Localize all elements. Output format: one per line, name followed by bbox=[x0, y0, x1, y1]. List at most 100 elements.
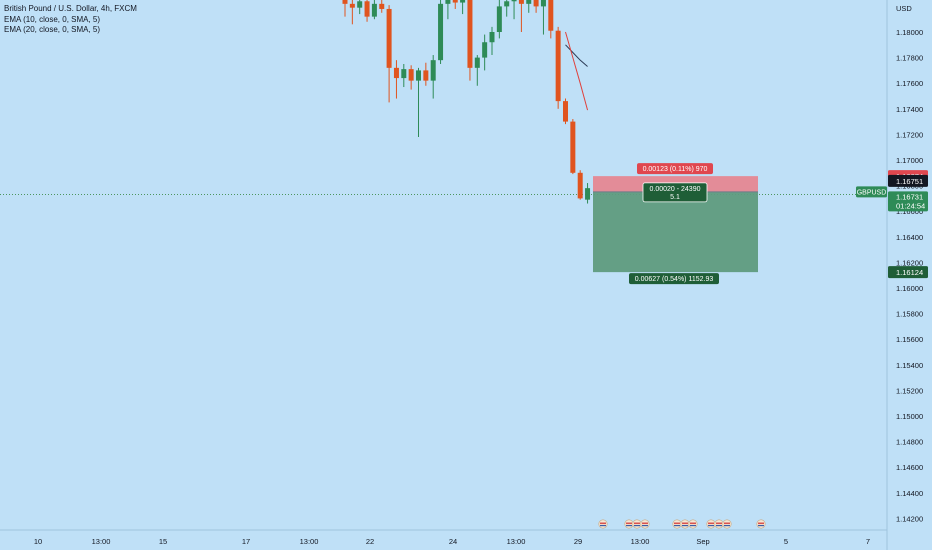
y-tick-label: 1.14600 bbox=[896, 463, 923, 472]
ema-lines bbox=[565, 31, 589, 111]
entry-label-box bbox=[642, 182, 708, 203]
y-tick-label: 1.15200 bbox=[896, 386, 923, 395]
event-flag-stripe bbox=[724, 525, 730, 527]
event-flag-stripe bbox=[634, 525, 640, 527]
candle-body bbox=[533, 0, 539, 7]
event-flag-stripe bbox=[708, 522, 714, 525]
target-price-badge-box bbox=[888, 266, 928, 279]
candles bbox=[342, 0, 591, 204]
legend-ema-10[interactable]: EMA (10, close, 0, SMA, 5) bbox=[4, 14, 101, 24]
x-tick-label: Sep bbox=[696, 537, 709, 546]
y-tick-label: 1.16000 bbox=[896, 284, 923, 293]
x-tick-label: 17 bbox=[242, 537, 250, 546]
candle-body bbox=[585, 188, 591, 200]
y-tick-label: 1.14800 bbox=[896, 438, 923, 447]
candle-body bbox=[504, 1, 510, 7]
candle-body bbox=[430, 60, 436, 81]
event-flag-stripe bbox=[600, 525, 606, 527]
x-tick-label: 13:00 bbox=[507, 537, 526, 546]
candle-body bbox=[482, 42, 488, 58]
target-label-box bbox=[629, 273, 719, 285]
candle-body bbox=[349, 3, 355, 8]
x-tick-label: 5 bbox=[784, 537, 788, 546]
candle-body bbox=[526, 0, 532, 4]
y-tick-label: 1.16600 bbox=[896, 207, 923, 216]
event-flag-stripe bbox=[642, 522, 648, 525]
y-tick-label: 1.18000 bbox=[896, 28, 923, 37]
entry-label-ratio: 0.00020 - 24390 bbox=[650, 186, 701, 193]
candle-body bbox=[489, 32, 495, 43]
candle-body bbox=[518, 0, 524, 4]
event-flag-stripe bbox=[758, 525, 764, 527]
candle-body bbox=[393, 67, 399, 79]
price-badges: 1.168741.167511.1673101:24:54GBPUSD1.161… bbox=[856, 170, 928, 279]
candle-body bbox=[555, 30, 561, 102]
candle-body bbox=[540, 0, 546, 7]
x-tick-label: 24 bbox=[449, 537, 457, 546]
event-flag-stripe bbox=[690, 525, 696, 527]
candle-body bbox=[563, 101, 568, 122]
candle-body bbox=[364, 1, 370, 17]
candle-body bbox=[401, 69, 407, 79]
candle-body bbox=[460, 0, 466, 3]
event-flag-stripe bbox=[634, 522, 640, 525]
event-flag-stripe bbox=[626, 522, 632, 525]
candle-body bbox=[342, 0, 348, 4]
candle-body bbox=[570, 121, 576, 173]
take-profit-zone bbox=[593, 191, 758, 273]
event-flag-stripe bbox=[716, 522, 722, 525]
y-tick-label: 1.14200 bbox=[896, 514, 923, 523]
event-flag-stripe bbox=[600, 522, 606, 525]
event-flag-stripe bbox=[682, 525, 688, 527]
candle-body bbox=[416, 70, 421, 81]
candle-body bbox=[548, 0, 554, 31]
event-flag-stripe bbox=[674, 522, 680, 525]
target-label: 0.00627 (0.54%) 1152.93 bbox=[635, 276, 714, 283]
candle-body bbox=[379, 3, 385, 9]
chart-legend: British Pound / U.S. Dollar, 4h, FXCM EM… bbox=[4, 4, 137, 36]
stop-label-box bbox=[637, 163, 713, 175]
y-tick-label: 1.15000 bbox=[896, 412, 923, 421]
last-price-badge-box bbox=[888, 191, 928, 212]
candle-body bbox=[423, 70, 429, 81]
event-flag-stripe bbox=[708, 525, 714, 527]
legend-ema-20[interactable]: EMA (20, close, 0, SMA, 5) bbox=[4, 25, 101, 34]
x-tick-label: 22 bbox=[366, 537, 374, 546]
candle-body bbox=[386, 8, 392, 68]
y-tick-label: 1.15800 bbox=[896, 310, 923, 319]
candle-body bbox=[577, 172, 583, 199]
y-tick-label: 1.17200 bbox=[896, 130, 923, 139]
candle-body bbox=[452, 0, 458, 3]
y-tick-label: 1.16400 bbox=[896, 233, 923, 242]
legend-symbol[interactable]: British Pound / U.S. Dollar, 4h, FXCM bbox=[4, 4, 137, 13]
event-flag-stripe bbox=[674, 525, 680, 527]
y-tick-label: 1.15400 bbox=[896, 361, 923, 370]
countdown-timer: 01:24:54 bbox=[896, 201, 925, 210]
ema-10-line bbox=[565, 44, 588, 67]
event-flag-stripe bbox=[642, 525, 648, 527]
event-flag-stripe bbox=[758, 522, 764, 525]
currency-label: USD bbox=[896, 4, 912, 13]
x-tick-label: 7 bbox=[866, 537, 870, 546]
candle-body bbox=[357, 1, 363, 8]
symbol-tag-box bbox=[856, 186, 887, 198]
x-tick-label: 13:00 bbox=[92, 537, 111, 546]
last-price-badge: 1.16731 bbox=[896, 192, 923, 201]
symbol-tag: GBPUSD bbox=[857, 189, 887, 196]
x-tick-label: 13:00 bbox=[300, 537, 319, 546]
economic-events[interactable] bbox=[598, 519, 766, 529]
x-tick-label: 15 bbox=[159, 537, 167, 546]
event-flag-stripe bbox=[626, 525, 632, 527]
entry-price-badge: 1.16751 bbox=[896, 177, 923, 186]
candle-body bbox=[371, 3, 377, 17]
y-tick-label: 1.17800 bbox=[896, 54, 923, 63]
x-tick-label: 10 bbox=[34, 537, 42, 546]
event-flag-stripe bbox=[724, 522, 730, 525]
candle-body bbox=[467, 0, 473, 68]
event-flag-stripe bbox=[716, 525, 722, 527]
y-tick-label: 1.17400 bbox=[896, 105, 923, 114]
candle-body bbox=[496, 6, 502, 33]
